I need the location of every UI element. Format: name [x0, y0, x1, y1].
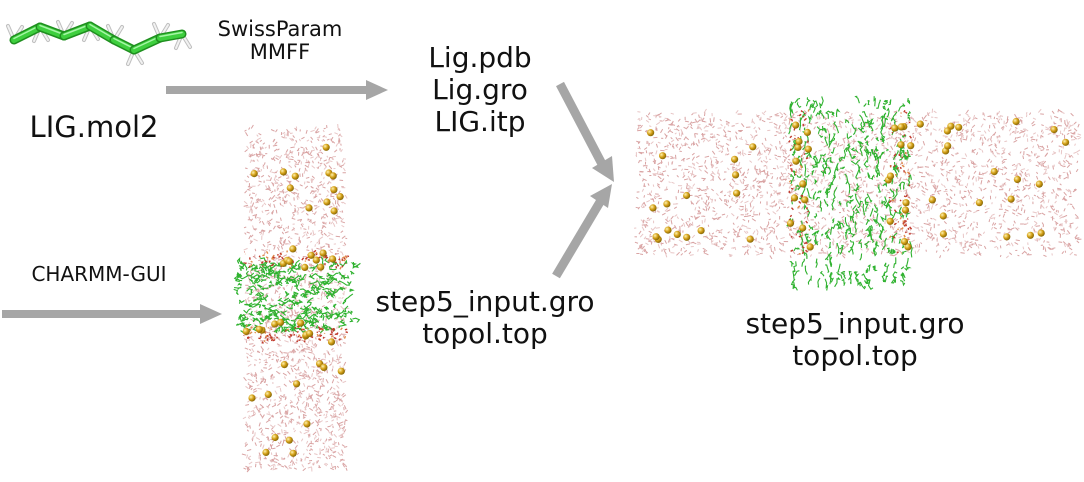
mmff-name: MMFF	[200, 41, 360, 64]
final-gro-file: step5_input.gro	[730, 308, 980, 340]
arrow-charmm-gui	[2, 304, 222, 324]
ligand-pdb-file: Lig.pdb	[400, 42, 560, 74]
membrane-system-render	[234, 124, 361, 472]
membrane-output-files: step5_input.gro topol.top	[360, 286, 610, 350]
final-top-file: topol.top	[730, 340, 980, 372]
membrane-top-file: topol.top	[360, 318, 610, 350]
arrow-membrane-to-combined	[556, 184, 612, 276]
ligand-itp-file: LIG.itp	[400, 106, 560, 138]
ligand-gro-file: Lig.gro	[400, 74, 560, 106]
ligand-molecule-structure	[8, 22, 190, 64]
ligand-output-files: Lig.pdb Lig.gro LIG.itp	[400, 42, 560, 138]
final-output-files: step5_input.gro topol.top	[730, 308, 980, 372]
charmm-gui-label: CHARMM-GUI	[4, 264, 194, 286]
membrane-gro-file: step5_input.gro	[360, 286, 610, 318]
swissparam-name: SwissParam	[200, 18, 360, 41]
arrow-swissparam	[166, 80, 388, 100]
ligand-input-label: LIG.mol2	[14, 112, 174, 143]
arrow-ligand-to-combined	[560, 84, 614, 182]
combined-system-render	[634, 96, 1081, 290]
swissparam-label: SwissParam MMFF	[200, 18, 360, 63]
